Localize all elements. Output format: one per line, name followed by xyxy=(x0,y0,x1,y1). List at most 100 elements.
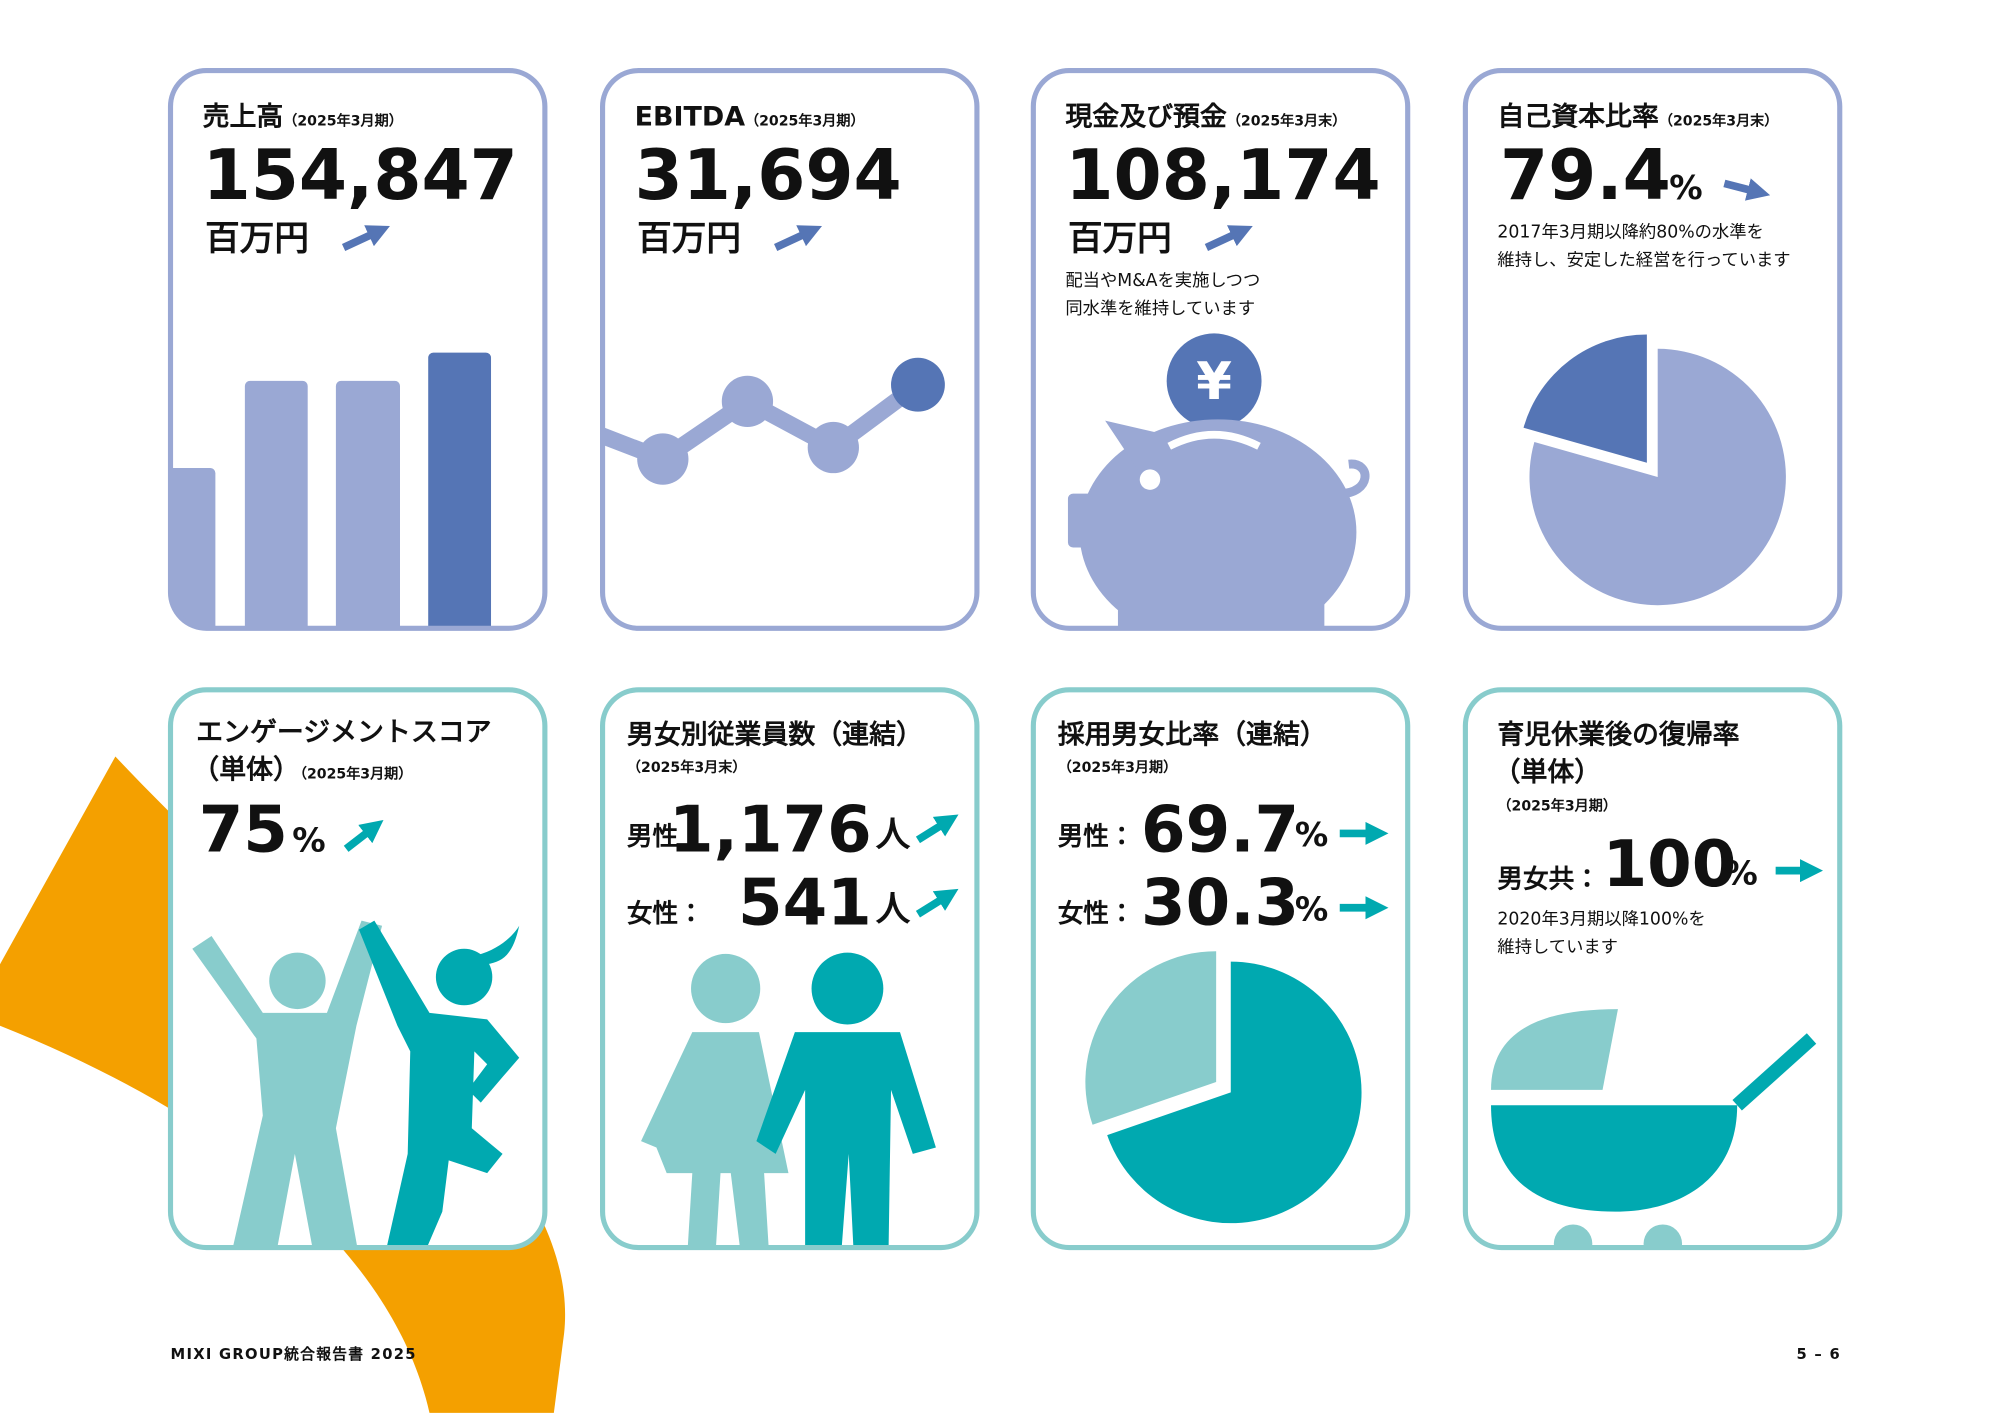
card-border xyxy=(600,687,980,1251)
value: 1,176 xyxy=(669,793,872,867)
title: 育児休業後の復帰率 xyxy=(1497,719,1739,751)
row-label: 男性： xyxy=(1058,822,1135,852)
note: 2017年3月期以降約80%の水準を xyxy=(1497,222,1763,242)
unit: % xyxy=(1669,168,1702,207)
bar-shape xyxy=(170,468,216,629)
note: 配当やM&Aを実施しつつ xyxy=(1065,271,1260,291)
dot xyxy=(891,357,945,412)
yen-symbol: ¥ xyxy=(1196,352,1232,412)
value: 75 xyxy=(199,793,288,867)
unit: % xyxy=(1295,815,1328,854)
card-borders xyxy=(167,68,1843,1251)
pig-eye xyxy=(1139,469,1161,490)
wheel xyxy=(1643,1224,1683,1248)
arrow xyxy=(915,888,959,918)
value: 31,694 xyxy=(635,136,902,216)
value: 69.7 xyxy=(1141,793,1299,867)
title: 採用男女比率（連結） xyxy=(1058,720,1327,751)
note: 維持し、安定した経営を行っています xyxy=(1497,250,1790,270)
value: 108,174 xyxy=(1065,136,1380,216)
bar-shape xyxy=(335,380,400,629)
pie-slice xyxy=(1529,348,1786,606)
people-illustration xyxy=(192,920,520,1248)
head xyxy=(269,952,326,1010)
head xyxy=(811,952,884,1025)
unit: % xyxy=(292,820,325,859)
bar-shape xyxy=(244,380,308,629)
hiring-pie xyxy=(1085,951,1362,1224)
dot xyxy=(637,433,689,485)
card-border xyxy=(600,68,980,631)
head xyxy=(691,953,761,1024)
card-border xyxy=(1462,687,1843,1251)
coin-slot xyxy=(1167,430,1261,450)
arrow xyxy=(1723,178,1771,201)
title: 自己資本比率 xyxy=(1497,101,1659,133)
arrow xyxy=(341,225,390,252)
bar-illustration xyxy=(170,352,492,629)
title: （単体） xyxy=(1494,756,1602,788)
card-heading: 自己資本比率（2025年3月末） xyxy=(1497,101,1778,133)
carriage-handle xyxy=(1732,1033,1817,1111)
title: （単体） xyxy=(192,753,300,785)
card-heading: 売上高（2025年3月期） xyxy=(203,102,403,133)
arrow xyxy=(915,814,959,844)
bar-shape xyxy=(428,352,492,629)
carriage-hood xyxy=(1491,1009,1618,1090)
pig-tail xyxy=(1339,459,1370,499)
row-label: 男女共： xyxy=(1497,864,1599,894)
title: 男女別従業員数（連結） xyxy=(627,720,923,751)
row-label: 男性： xyxy=(627,822,704,852)
period: （2025年3月期） xyxy=(1497,797,1617,814)
person xyxy=(358,920,520,1248)
pig-leg xyxy=(1275,577,1325,629)
pie-slice xyxy=(1085,951,1217,1125)
man xyxy=(756,1032,936,1248)
unit: 百万円 xyxy=(205,219,309,259)
unit: 百万円 xyxy=(637,219,741,259)
wheel xyxy=(1553,1224,1593,1248)
pig-snout xyxy=(1067,493,1120,548)
card-bg xyxy=(602,70,977,629)
period: （2025年3月期） xyxy=(1058,759,1178,776)
note: 2020年3月期以降100%を xyxy=(1497,909,1705,929)
period: （2025年3月末） xyxy=(627,759,747,776)
arrow xyxy=(1204,225,1253,252)
card-heading: 現金及び預金（2025年3月末） xyxy=(1065,102,1346,133)
title: 売上高 xyxy=(203,102,284,133)
head xyxy=(435,948,493,1006)
value: 79.4 xyxy=(1500,136,1671,216)
pig-leg xyxy=(1117,577,1167,629)
carriage-basket xyxy=(1491,1105,1738,1212)
person xyxy=(192,920,383,1248)
ponytail xyxy=(476,925,520,965)
value: 100 xyxy=(1603,828,1737,902)
equity-pie xyxy=(1523,334,1786,606)
title: 現金及び預金 xyxy=(1065,102,1227,133)
period: （2025年3月期） xyxy=(300,765,412,782)
unit: % xyxy=(1295,890,1328,929)
arrow xyxy=(774,225,823,252)
footer-right: 5 – 6 xyxy=(1796,1346,1841,1363)
period: （2025年3月期） xyxy=(745,113,865,130)
piggy-bank xyxy=(1067,333,1370,629)
unit: 人 xyxy=(876,815,911,855)
note: 同水準を維持しています xyxy=(1065,299,1255,319)
card-border xyxy=(167,687,548,1251)
unit: 人 xyxy=(876,890,911,930)
row-label: 女性： xyxy=(1058,899,1135,929)
woman xyxy=(641,1032,789,1248)
card-border xyxy=(1030,687,1411,1251)
period: （2025年3月末） xyxy=(1227,113,1347,130)
arrow xyxy=(343,819,384,852)
card-border xyxy=(1462,68,1843,631)
title: EBITDA xyxy=(635,102,746,133)
row-label: 女性： xyxy=(627,899,704,929)
period: （2025年3月末） xyxy=(1659,113,1779,130)
unit: % xyxy=(1724,854,1757,893)
card-border xyxy=(167,68,548,631)
period: （2025年3月期） xyxy=(283,113,403,130)
value: 30.3 xyxy=(1141,866,1299,940)
pie-slice xyxy=(1107,961,1362,1224)
carriage-illustration xyxy=(1491,1009,1817,1248)
